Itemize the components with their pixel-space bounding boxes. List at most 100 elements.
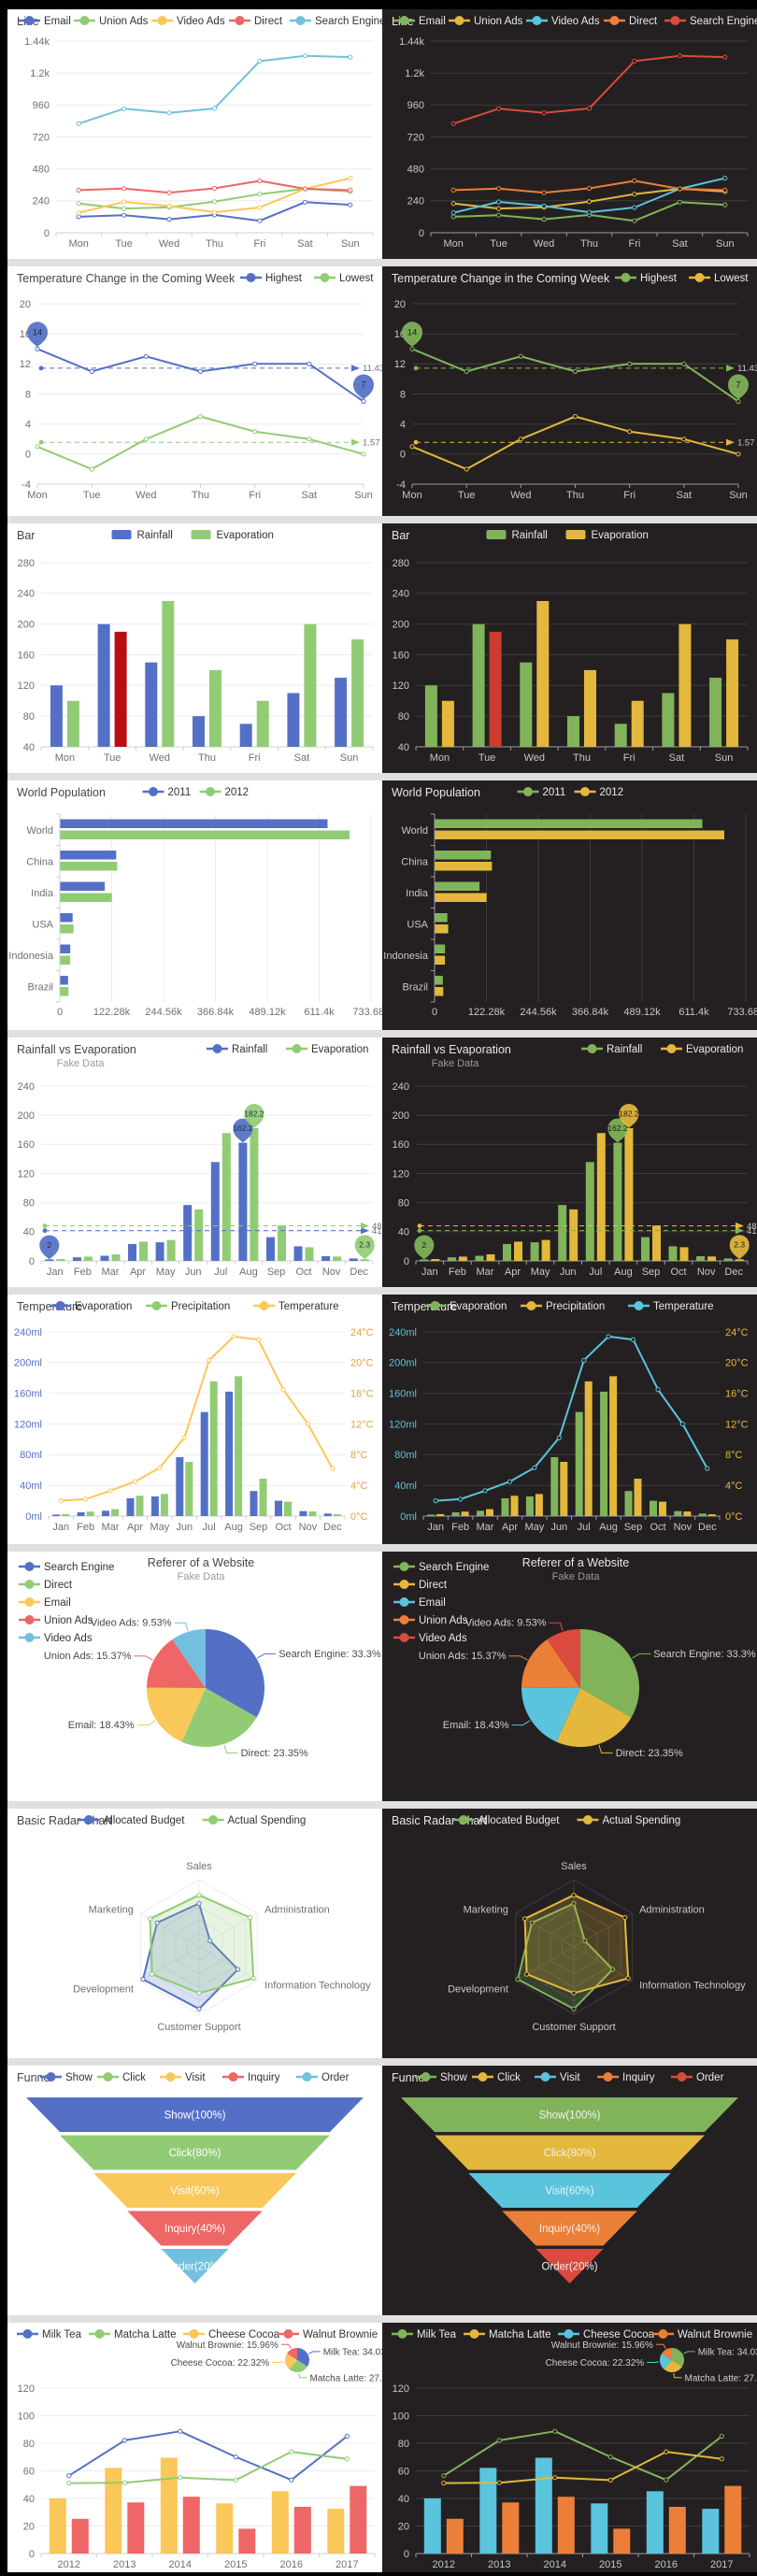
x-tick-label: Jul xyxy=(578,1522,591,1533)
card-bar-basic-light: 40 80 120 160 200 240 280 Mon Tue Wed Thu Fri Sat Sun… xyxy=(7,523,382,773)
funnel-step-click[interactable]: Click(80%) xyxy=(435,2135,705,2170)
legend-item-direct[interactable]: Direct xyxy=(229,16,283,27)
legend-item-highest[interactable]: Highest xyxy=(240,273,303,284)
legend-item-search-engine[interactable]: Search Engine xyxy=(19,1562,114,1573)
legend-item-visit[interactable]: Visit xyxy=(535,2072,580,2083)
pie-slice-union-ads[interactable] xyxy=(147,1639,206,1688)
legend-item-union-ads[interactable]: Union Ads xyxy=(19,1615,93,1626)
legend-item-precipitation[interactable]: Precipitation xyxy=(521,1301,605,1312)
legend-item-show[interactable]: Show xyxy=(40,2072,93,2083)
pie-slice-email[interactable] xyxy=(521,1687,580,1742)
legend-item-evaporation[interactable]: Evaporation xyxy=(565,530,649,541)
pie-slice-email[interactable] xyxy=(146,1687,206,1742)
legend-item-matcha-latte[interactable]: Matcha Latte xyxy=(89,2329,176,2340)
legend-item-inquiry[interactable]: Inquiry xyxy=(597,2072,655,2083)
funnel-step-visit[interactable]: Visit(60%) xyxy=(93,2173,296,2208)
legend-item-video-ads[interactable]: Video Ads xyxy=(19,1633,93,1644)
legend-item-email[interactable]: Email xyxy=(19,1597,71,1609)
legend-item-2012[interactable]: 2012 xyxy=(574,787,624,798)
legend-item-order[interactable]: Order xyxy=(671,2072,724,2083)
legend-item-video-ads[interactable]: Video Ads xyxy=(393,1633,467,1644)
legend-item-order[interactable]: Order xyxy=(296,2072,350,2083)
pie-slice-walnut-brownie[interactable] xyxy=(287,2348,297,2360)
legend-item-highest[interactable]: Highest xyxy=(615,273,678,284)
chart-subtitle: Fake Data xyxy=(57,1058,106,1069)
legend-item-rainfall[interactable]: Rainfall xyxy=(111,530,173,541)
legend-item-walnut-brownie[interactable]: Walnut Brownie xyxy=(652,2329,752,2340)
funnel-step-show[interactable]: Show(100%) xyxy=(401,2097,738,2132)
legend-item-email[interactable]: Email xyxy=(393,1597,446,1609)
legend-label: 2012 xyxy=(225,787,250,798)
pie-slice-video-ads[interactable] xyxy=(547,1629,580,1688)
legend-item-rainfall[interactable]: Rainfall xyxy=(207,1044,267,1055)
funnel-step-show[interactable]: Show(100%) xyxy=(26,2097,364,2132)
legend-item-union-ads[interactable]: Union Ads xyxy=(393,1615,468,1626)
funnel-step-click[interactable]: Click(80%) xyxy=(60,2135,330,2170)
legend-item-temperature[interactable]: Temperature xyxy=(253,1301,339,1312)
funnel-step-inquiry[interactable]: Inquiry(40%) xyxy=(502,2211,637,2246)
legend-item-lowest[interactable]: Lowest xyxy=(689,273,749,284)
pie-slice-cheese-cocoa[interactable] xyxy=(660,2354,672,2369)
legend-item-allocated-budget[interactable]: Allocated Budget xyxy=(78,1815,186,1826)
funnel-step-inquiry[interactable]: Inquiry(40%) xyxy=(127,2211,263,2246)
legend-item-search-engine[interactable]: Search Engine xyxy=(393,1562,489,1573)
pie-slice-milk-tea[interactable] xyxy=(672,2348,684,2367)
legend-item-click[interactable]: Click xyxy=(97,2072,146,2083)
legend-item-actual-spending[interactable]: Actual Spending xyxy=(577,1815,681,1826)
legend-item-matcha-latte[interactable]: Matcha Latte xyxy=(464,2329,550,2340)
legend-item-direct[interactable]: Direct xyxy=(393,1580,448,1591)
pie-slice-matcha-latte[interactable] xyxy=(664,2360,682,2372)
legend-item-email[interactable]: Email xyxy=(393,16,446,27)
legend-item-evaporation[interactable]: Evaporation xyxy=(50,1301,132,1312)
legend-item-union-ads[interactable]: Union Ads xyxy=(449,16,523,27)
legend-item-inquiry[interactable]: Inquiry xyxy=(222,2072,280,2083)
legend-item-milk-tea[interactable]: Milk Tea xyxy=(17,2329,82,2340)
pie-slice-direct[interactable] xyxy=(181,1688,257,1747)
mark-point-label: 182.2 xyxy=(619,1109,639,1119)
pie-label: Direct: 23.35% xyxy=(616,1748,683,1759)
card-world-population-dark: 0 122.28k 244.56k 366.84k 489.12k 611.4k 733.6… xyxy=(382,780,757,1030)
legend-item-walnut-brownie[interactable]: Walnut Brownie xyxy=(278,2329,378,2340)
pie-slice-union-ads[interactable] xyxy=(521,1639,580,1688)
legend-item-rainfall[interactable]: Rainfall xyxy=(486,530,548,541)
legend-item-precipitation[interactable]: Precipitation xyxy=(146,1301,230,1312)
legend-item-evaporation[interactable]: Evaporation xyxy=(191,530,274,541)
pie-slice-walnut-brownie[interactable] xyxy=(662,2348,672,2360)
legend-item-rainfall[interactable]: Rainfall xyxy=(581,1044,642,1055)
legend-item-show[interactable]: Show xyxy=(415,2072,467,2083)
pie-slice-direct[interactable] xyxy=(556,1688,632,1747)
pie-slice-search-engine[interactable] xyxy=(580,1629,639,1718)
legend-item-email[interactable]: Email xyxy=(19,16,71,27)
legend-item-direct[interactable]: Direct xyxy=(19,1580,73,1591)
legend-item-click[interactable]: Click xyxy=(472,2072,521,2083)
legend-item-evaporation[interactable]: Evaporation xyxy=(286,1044,368,1055)
legend-item-cheese-cocoa[interactable]: Cheese Cocoa xyxy=(558,2329,655,2340)
pie-slice-search-engine[interactable] xyxy=(206,1629,264,1718)
funnel-step-order[interactable]: Order(20%) xyxy=(161,2249,229,2283)
legend-item-video-ads[interactable]: Video Ads xyxy=(151,16,225,27)
funnel-step-order[interactable]: Order(20%) xyxy=(536,2249,604,2283)
funnel-light-svg: Show(100%) Click(80%) Visit(60%) Inquiry(40… xyxy=(17,2071,364,2283)
pie-slice-matcha-latte[interactable] xyxy=(289,2360,307,2372)
legend-item-allocated-budget[interactable]: Allocated Budget xyxy=(452,1815,561,1826)
legend-item-2011[interactable]: 2011 xyxy=(517,787,566,798)
legend-item-cheese-cocoa[interactable]: Cheese Cocoa xyxy=(183,2329,280,2340)
pie-slice-cheese-cocoa[interactable] xyxy=(285,2354,297,2369)
legend-item-search-engine[interactable]: Search Engine xyxy=(290,16,382,27)
legend-item-2011[interactable]: 2011 xyxy=(142,787,192,798)
legend-item-visit[interactable]: Visit xyxy=(160,2072,206,2083)
legend-item-temperature[interactable]: Temperature xyxy=(628,1301,714,1312)
legend-item-milk-tea[interactable]: Milk Tea xyxy=(392,2329,457,2340)
legend-item-search-engine[interactable]: Search Engine xyxy=(664,16,757,27)
legend-item-direct[interactable]: Direct xyxy=(604,16,658,27)
legend-item-evaporation[interactable]: Evaporation xyxy=(661,1044,743,1055)
funnel-step-visit[interactable]: Visit(60%) xyxy=(468,2173,671,2208)
pie-slice-milk-tea[interactable] xyxy=(297,2348,309,2367)
pie-slice-video-ads[interactable] xyxy=(172,1629,206,1688)
legend-item-evaporation[interactable]: Evaporation xyxy=(424,1301,507,1312)
legend-item-actual-spending[interactable]: Actual Spending xyxy=(202,1815,307,1826)
legend-item-2012[interactable]: 2012 xyxy=(199,787,250,798)
legend-item-lowest[interactable]: Lowest xyxy=(314,273,374,284)
legend-item-union-ads[interactable]: Union Ads xyxy=(74,16,149,27)
legend-item-video-ads[interactable]: Video Ads xyxy=(526,16,600,27)
